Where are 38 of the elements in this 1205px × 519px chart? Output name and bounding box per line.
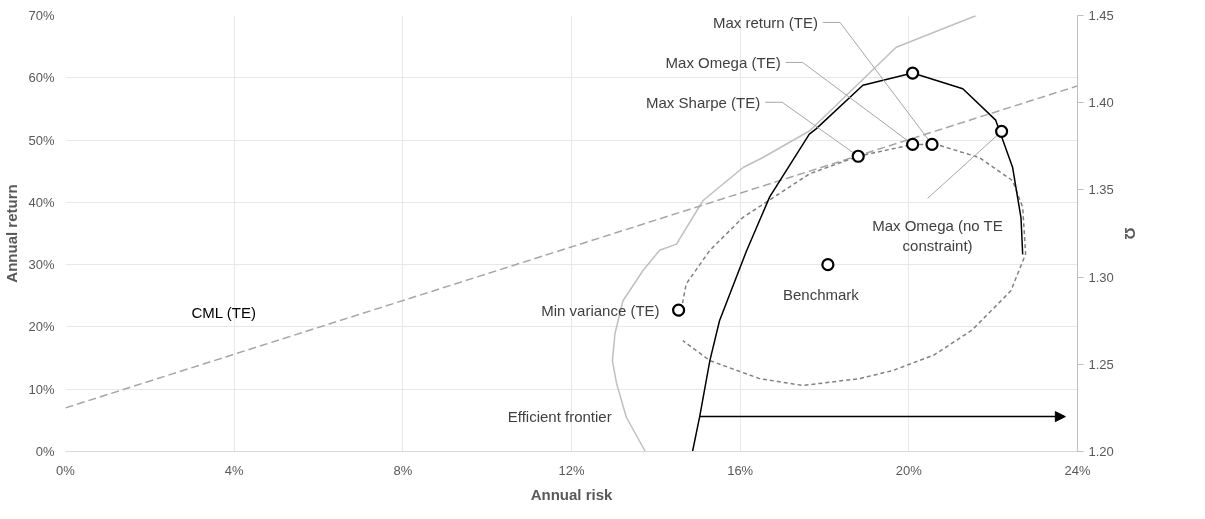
y-tick-label: 10% bbox=[28, 381, 55, 397]
y-tick-label: 50% bbox=[28, 132, 55, 148]
y2-tick-label: 1.25 bbox=[1088, 356, 1114, 372]
point bbox=[821, 258, 835, 272]
y2-tick-label: 1.30 bbox=[1088, 269, 1114, 285]
y-tick-label: 20% bbox=[28, 319, 55, 335]
x-axis-title: Annual risk bbox=[530, 485, 613, 503]
annotation: Max Omega (no TE constraint) bbox=[872, 216, 1003, 254]
point bbox=[995, 124, 1009, 138]
x-tick-label: 12% bbox=[558, 462, 585, 478]
annotation: Efficient frontier bbox=[507, 408, 612, 426]
series-label: CML (TE) bbox=[191, 304, 256, 321]
annotation: Benchmark bbox=[782, 286, 860, 304]
annotation: Max Sharpe (TE) bbox=[646, 93, 761, 111]
x-tick-label: 16% bbox=[727, 462, 754, 478]
y-tick-label: 60% bbox=[28, 70, 55, 86]
point bbox=[906, 137, 920, 152]
x-tick-label: 8% bbox=[393, 462, 413, 478]
x-tick-label: 0% bbox=[56, 462, 76, 478]
annotation: Max return (TE) bbox=[713, 13, 819, 31]
x-tick-label: 24% bbox=[1064, 462, 1091, 478]
annotation: Max Omega (TE) bbox=[665, 53, 781, 71]
x-tick-label: 20% bbox=[895, 462, 923, 478]
x-tick-label: 4% bbox=[224, 462, 244, 478]
point bbox=[925, 137, 939, 152]
y2-tick-label: 1.20 bbox=[1088, 444, 1114, 459]
y-axis-title: Annual return bbox=[3, 184, 21, 283]
y-tick-label: 0% bbox=[35, 444, 55, 459]
y2-tick-label: 1.45 bbox=[1088, 8, 1114, 23]
y-tick-label: 40% bbox=[28, 194, 55, 210]
y-tick-label: 70% bbox=[28, 8, 55, 23]
y-tick-label: 30% bbox=[28, 257, 55, 273]
y2-tick-label: 1.35 bbox=[1088, 182, 1114, 198]
point bbox=[851, 149, 865, 163]
y2-axis-title: Ω bbox=[1121, 227, 1139, 240]
point bbox=[672, 303, 686, 317]
annotation: Min variance (TE) bbox=[541, 301, 660, 319]
y2-tick-label: 1.40 bbox=[1088, 95, 1114, 111]
